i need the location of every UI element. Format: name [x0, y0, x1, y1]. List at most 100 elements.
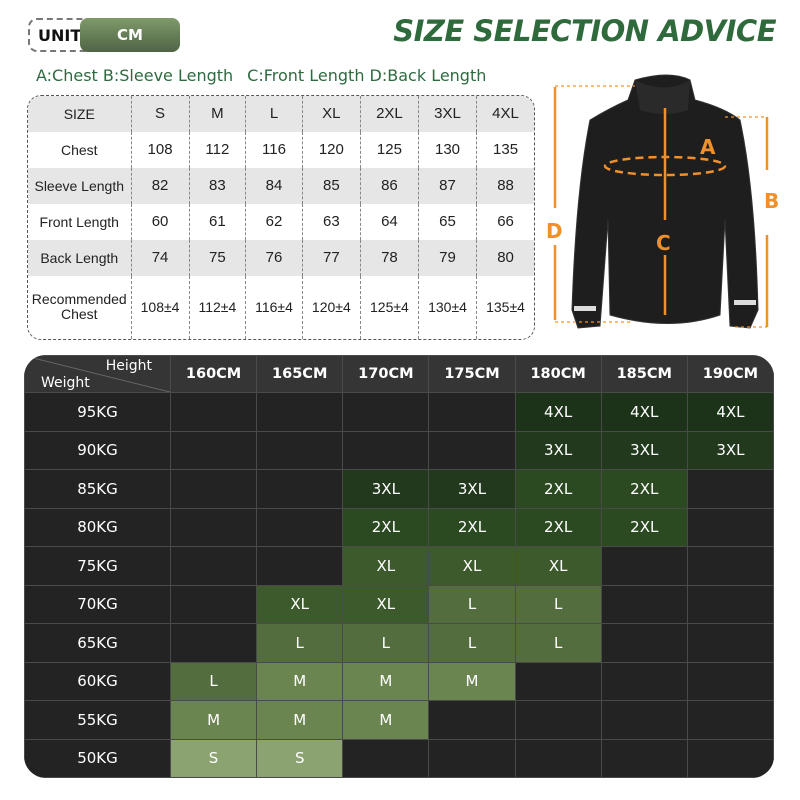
spec-value: 80: [476, 239, 534, 276]
spec-value: 76: [245, 239, 303, 276]
weight-label: 55KG: [24, 700, 171, 740]
spec-header-cell: SIZE: [63, 105, 95, 122]
size-cell: [342, 738, 430, 778]
weight-label: 80KG: [24, 507, 171, 547]
weight-label: 50KG: [24, 738, 171, 778]
grid-row: 95KG 4XL 4XL 4XL: [24, 392, 774, 432]
grid-row: 85KG 3XL 3XL 2XL 2XL: [24, 469, 774, 509]
grid-row: 90KG 3XL 3XL 3XL: [24, 430, 774, 470]
size-cell: [686, 661, 774, 701]
height-axis-label: Height: [105, 358, 152, 374]
size-cell: L: [169, 661, 258, 701]
spec-header-cell: XL: [301, 96, 361, 132]
size-cell: 3XL: [342, 469, 430, 509]
size-cell: XL: [256, 584, 344, 624]
size-cell: L: [342, 623, 430, 663]
size-cell: M: [169, 700, 258, 740]
spec-value: 64: [359, 203, 419, 240]
size-cell: [686, 507, 774, 547]
size-cell: XL: [514, 546, 602, 586]
spec-value: 116: [245, 131, 303, 168]
size-cell: [428, 392, 516, 432]
weight-label: 90KG: [24, 430, 171, 470]
spec-row-label: Front Length: [39, 213, 119, 230]
spec-value: 116±4: [245, 275, 303, 339]
size-cell: [256, 392, 344, 432]
size-cell: 3XL: [428, 469, 516, 509]
grid-row: 50KG S S: [24, 738, 774, 778]
size-cell: L: [514, 584, 602, 624]
size-cell: 4XL: [600, 392, 688, 432]
spec-value: 130: [417, 131, 477, 168]
spec-value: 74: [130, 239, 190, 276]
size-cell: XL: [342, 584, 430, 624]
spec-value: 62: [245, 203, 303, 240]
size-cell: [342, 392, 430, 432]
spec-value: 66: [476, 203, 534, 240]
size-cell: 2XL: [514, 507, 602, 547]
size-cell: [600, 700, 688, 740]
grid-row: 80KG 2XL 2XL 2XL 2XL: [24, 507, 774, 547]
spec-value: 130±4: [417, 275, 477, 339]
height-header: 180CM: [514, 355, 602, 393]
size-cell: [169, 584, 258, 624]
spec-header-row: SIZE S M L XL 2XL 3XL 4XL: [28, 96, 534, 132]
spec-value: 78: [359, 239, 419, 276]
size-cell: [686, 584, 774, 624]
size-cell: M: [256, 661, 344, 701]
height-header: 190CM: [686, 355, 774, 393]
size-cell: [686, 700, 774, 740]
size-cell: [600, 661, 688, 701]
spec-value: 63: [301, 203, 361, 240]
spec-row: Sleeve Length 82 83 84 85 86 87 88: [28, 167, 534, 204]
spec-value: 112: [188, 131, 246, 168]
size-cell: 3XL: [686, 430, 774, 470]
grid-header-row: Height Weight 160CM 165CM 170CM 175CM 180CM 185…: [24, 355, 774, 393]
weight-label: 95KG: [24, 392, 171, 432]
size-cell: [686, 469, 774, 509]
size-cell: M: [428, 661, 516, 701]
size-cell: S: [256, 738, 344, 778]
unit-selector[interactable]: UNIT CM: [28, 18, 180, 52]
spec-value: 83: [188, 167, 246, 204]
spec-header-cell: L: [245, 96, 303, 132]
size-cell: [169, 623, 258, 663]
weight-label: 70KG: [24, 584, 171, 624]
spec-row-label: Back Length: [40, 249, 119, 266]
spec-value: 108±4: [130, 275, 190, 339]
grid-row: 75KG XL XL XL: [24, 546, 774, 586]
spec-value: 85: [301, 167, 361, 204]
size-cell: [169, 507, 258, 547]
size-cell: 4XL: [686, 392, 774, 432]
size-cell: [600, 546, 688, 586]
spec-header-cell: S: [130, 96, 190, 132]
spec-value: 88: [476, 167, 534, 204]
size-cell: 2XL: [600, 507, 688, 547]
size-cell: 3XL: [600, 430, 688, 470]
size-cell: [169, 469, 258, 509]
weight-label: 75KG: [24, 546, 171, 586]
spec-value: 60: [130, 203, 190, 240]
spec-value: 135: [476, 131, 534, 168]
size-cell: 2XL: [428, 507, 516, 547]
size-cell: [169, 546, 258, 586]
size-cell: M: [256, 700, 344, 740]
measurement-legend: A:Chest B:Sleeve Length C:Front Length D:…: [36, 66, 500, 85]
height-header: 165CM: [256, 355, 344, 393]
height-header: 170CM: [342, 355, 430, 393]
spec-value: 125: [359, 131, 419, 168]
label-b: B: [764, 189, 779, 213]
label-d: D: [546, 219, 563, 243]
size-cell: XL: [428, 546, 516, 586]
size-cell: L: [256, 623, 344, 663]
spec-row: Front Length 60 61 62 63 64 65 66: [28, 203, 534, 240]
size-cell: [256, 546, 344, 586]
grid-row: 60KG L M M M: [24, 661, 774, 701]
unit-cm-button[interactable]: CM: [80, 18, 180, 52]
spec-value: 120: [301, 131, 361, 168]
unit-label: UNIT: [38, 26, 82, 45]
size-cell: 2XL: [514, 469, 602, 509]
grid-corner: Height Weight: [24, 355, 171, 393]
spec-row: Back Length 74 75 76 77 78 79 80: [28, 239, 534, 276]
label-a: A: [700, 135, 716, 159]
